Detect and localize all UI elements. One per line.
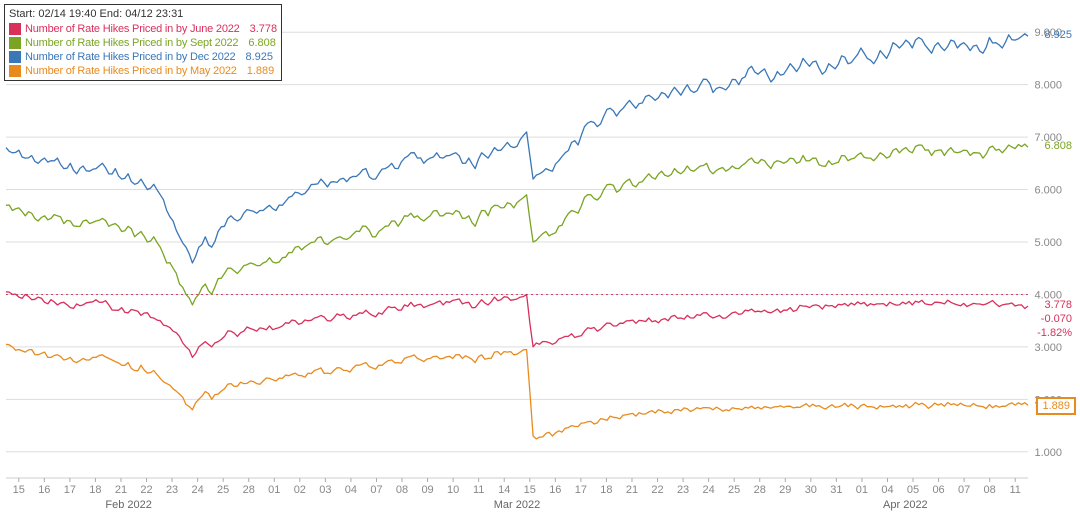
- svg-text:01: 01: [268, 484, 280, 496]
- svg-text:24: 24: [703, 484, 715, 496]
- svg-text:22: 22: [140, 484, 152, 496]
- legend-value: 6.808: [248, 36, 276, 50]
- legend-row: Number of Rate Hikes Priced in by Sept 2…: [9, 36, 277, 50]
- svg-text:09: 09: [421, 484, 433, 496]
- svg-text:3.000: 3.000: [1034, 342, 1062, 354]
- legend-label: Number of Rate Hikes Priced in by Sept 2…: [25, 36, 238, 50]
- svg-text:21: 21: [626, 484, 638, 496]
- svg-text:18: 18: [89, 484, 101, 496]
- svg-text:25: 25: [217, 484, 229, 496]
- legend-label: Number of Rate Hikes Priced in by May 20…: [25, 64, 237, 78]
- svg-text:03: 03: [319, 484, 331, 496]
- legend-swatch: [9, 37, 21, 49]
- svg-text:11: 11: [1010, 484, 1021, 496]
- svg-text:23: 23: [677, 484, 689, 496]
- svg-text:17: 17: [575, 484, 587, 496]
- svg-text:04: 04: [881, 484, 893, 496]
- svg-text:07: 07: [958, 484, 970, 496]
- svg-text:16: 16: [38, 484, 50, 496]
- svg-text:Feb 2022: Feb 2022: [105, 499, 151, 511]
- value-badge: -1.82%: [1033, 326, 1076, 340]
- value-badge: -0.070: [1037, 312, 1076, 326]
- svg-text:30: 30: [805, 484, 817, 496]
- svg-text:05: 05: [907, 484, 919, 496]
- legend-value: 8.925: [245, 50, 273, 64]
- legend-row: Number of Rate Hikes Priced in by May 20…: [9, 64, 277, 78]
- svg-text:22: 22: [651, 484, 663, 496]
- svg-text:28: 28: [243, 484, 255, 496]
- legend-swatch: [9, 23, 21, 35]
- svg-text:08: 08: [396, 484, 408, 496]
- legend-row: Number of Rate Hikes Priced in by Dec 20…: [9, 50, 277, 64]
- svg-text:01: 01: [856, 484, 868, 496]
- svg-text:16: 16: [549, 484, 561, 496]
- svg-text:11: 11: [473, 484, 484, 496]
- svg-text:23: 23: [166, 484, 178, 496]
- svg-text:6.000: 6.000: [1034, 185, 1062, 197]
- svg-text:28: 28: [754, 484, 766, 496]
- svg-text:06: 06: [932, 484, 944, 496]
- svg-text:14: 14: [498, 484, 510, 496]
- svg-text:18: 18: [600, 484, 612, 496]
- legend-label: Number of Rate Hikes Priced in by June 2…: [25, 22, 240, 36]
- value-badge: 6.808: [1040, 139, 1076, 153]
- legend-label: Number of Rate Hikes Priced in by Dec 20…: [25, 50, 235, 64]
- legend-swatch: [9, 65, 21, 77]
- svg-text:5.000: 5.000: [1034, 237, 1062, 249]
- svg-text:02: 02: [294, 484, 306, 496]
- svg-text:15: 15: [13, 484, 25, 496]
- svg-text:15: 15: [524, 484, 536, 496]
- legend-box: Start: 02/14 19:40 End: 04/12 23:31 Numb…: [4, 4, 282, 81]
- legend-value: 3.778: [250, 22, 278, 36]
- legend-value: 1.889: [247, 64, 275, 78]
- svg-text:8.000: 8.000: [1034, 80, 1062, 92]
- svg-text:07: 07: [370, 484, 382, 496]
- svg-text:1.000: 1.000: [1034, 447, 1062, 459]
- svg-text:31: 31: [830, 484, 842, 496]
- svg-text:08: 08: [984, 484, 996, 496]
- value-badge: 8.925: [1040, 28, 1076, 42]
- svg-text:29: 29: [779, 484, 791, 496]
- svg-text:Apr 2022: Apr 2022: [883, 499, 928, 511]
- legend-swatch: [9, 51, 21, 63]
- value-badge: 3.778: [1040, 298, 1076, 312]
- svg-text:25: 25: [728, 484, 740, 496]
- legend-row: Number of Rate Hikes Priced in by June 2…: [9, 22, 277, 36]
- svg-text:21: 21: [115, 484, 127, 496]
- svg-text:17: 17: [64, 484, 76, 496]
- svg-text:10: 10: [447, 484, 459, 496]
- value-badge: 1.889: [1036, 397, 1076, 415]
- rate-hikes-chart: { "chart": { "type": "line", "width": 10…: [0, 0, 1080, 523]
- legend-title: Start: 02/14 19:40 End: 04/12 23:31: [9, 7, 277, 21]
- svg-text:24: 24: [192, 484, 204, 496]
- svg-text:Mar 2022: Mar 2022: [494, 499, 540, 511]
- svg-text:04: 04: [345, 484, 357, 496]
